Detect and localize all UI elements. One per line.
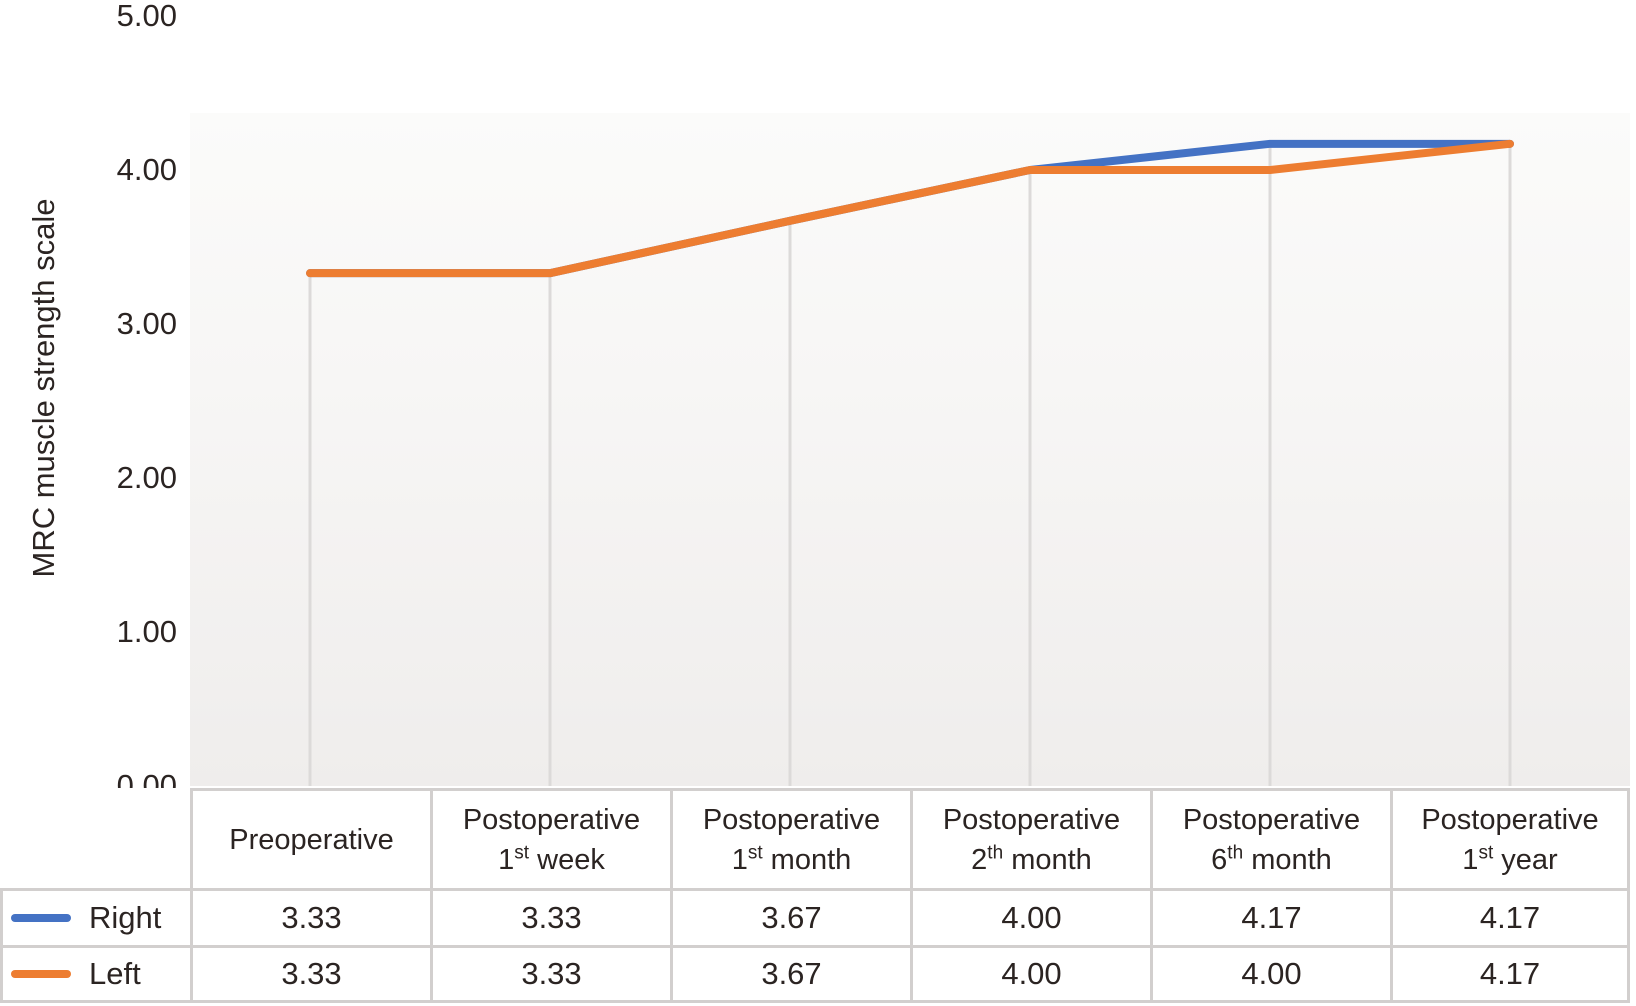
y-tick-label: 3.00: [116, 306, 177, 341]
ordinal-superscript: th: [987, 841, 1004, 863]
category-header-line1: Preoperative: [229, 823, 394, 856]
plot-area-background: [190, 113, 1630, 786]
ordinal-superscript: st: [514, 841, 530, 863]
ordinal-superscript: st: [747, 841, 763, 863]
chart-data-table: Preoperative Postoperative 1st week Postope…: [0, 788, 1630, 1003]
category-header-line1: Postoperative: [1421, 803, 1599, 836]
category-header: Postoperative 1st week: [430, 788, 670, 888]
value-cell: 4.00: [910, 888, 1150, 945]
category-header-line1: Postoperative: [942, 803, 1121, 836]
ordinal-superscript: st: [1478, 841, 1494, 863]
category-header-line1: Postoperative: [462, 803, 641, 836]
category-header-line2: 1st week: [498, 841, 605, 876]
value-cell: 3.33: [430, 945, 670, 1003]
value-cell: 3.67: [670, 888, 910, 945]
legend-label: Right: [89, 900, 162, 935]
legend-row-right: Right: [0, 888, 190, 945]
value-cell: 4.17: [1150, 888, 1390, 945]
category-header-line1: Postoperative: [1182, 803, 1361, 836]
category-header-line2: 2th month: [971, 841, 1092, 876]
value-cell: 4.17: [1390, 888, 1630, 945]
y-tick-label: 1.00: [116, 614, 177, 649]
value-cell: 3.33: [430, 888, 670, 945]
series-line-left: [306, 139, 1514, 278]
value-cell: 3.67: [670, 945, 910, 1003]
y-axis-title: MRC muscle strength scale: [26, 198, 61, 578]
category-header: Postoperative 6th month: [1150, 788, 1390, 888]
value-cell: 4.00: [1150, 945, 1390, 1003]
category-header-line1: Postoperative: [702, 803, 881, 836]
y-tick-label: 2.00: [116, 460, 177, 495]
value-cell: 4.00: [910, 945, 1150, 1003]
legend-label: Left: [89, 956, 141, 991]
category-header: Postoperative 2th month: [910, 788, 1150, 888]
table-corner-spacer: [0, 788, 190, 888]
category-header-line2: 1st year: [1462, 841, 1558, 876]
legend-line-swatch-left: [11, 970, 71, 978]
category-header: Postoperative 1st year: [1390, 788, 1630, 888]
value-cell: 3.33: [190, 888, 430, 945]
y-tick-label: 4.00: [116, 152, 177, 187]
legend-row-left: Left: [0, 945, 190, 1003]
ordinal-superscript: th: [1227, 841, 1244, 863]
value-cell: 4.17: [1390, 945, 1630, 1003]
category-header: Postoperative 1st month: [670, 788, 910, 888]
legend-line-swatch-right: [11, 914, 71, 922]
value-cell: 3.33: [190, 945, 430, 1003]
category-header-line2: 1st month: [731, 841, 852, 876]
category-header-line2: 6th month: [1211, 841, 1332, 876]
category-header: Preoperative: [190, 788, 430, 888]
y-tick-label: 5.00: [116, 0, 177, 33]
